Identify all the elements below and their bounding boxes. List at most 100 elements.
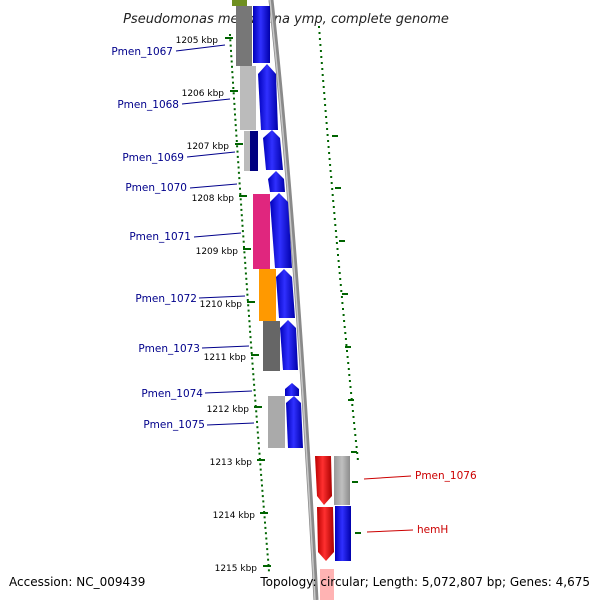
tick-mark (339, 284, 342, 286)
tick-mark (318, 26, 320, 28)
gene-label-pmen-1068[interactable]: Pmen_1068 (117, 99, 179, 111)
gene-label-pmen-1073[interactable]: Pmen_1073 (138, 343, 200, 355)
gene-arrow-pmen-1072[interactable] (276, 269, 295, 318)
gene-arrow-pmen-1070[interactable] (268, 171, 285, 192)
tick-mark (258, 447, 260, 450)
tick-mark (236, 155, 239, 158)
tick-mark (257, 436, 260, 439)
tick-mark (322, 86, 325, 88)
tick-mark (318, 32, 321, 34)
label-leader (206, 422, 255, 426)
gene-arrow-pmen-1076[interactable] (315, 456, 332, 505)
tick-mark (242, 240, 245, 243)
tick-mark (337, 260, 340, 262)
tick-mark (328, 158, 331, 160)
gene-label-pmen-1071[interactable]: Pmen_1071 (129, 231, 191, 243)
tick-mark (239, 187, 241, 190)
tick-mark (331, 188, 334, 190)
tick-mark (229, 39, 232, 42)
tick-mark (330, 176, 333, 178)
tick-mark (325, 116, 328, 118)
gene-arrow-pmen-1068[interactable] (258, 64, 278, 130)
tick-mark (346, 350, 348, 352)
tick-mark (243, 246, 245, 248)
tick-mark (324, 110, 327, 112)
tick-mark (337, 254, 339, 256)
gene-arrow-pmen-1074[interactable] (285, 383, 299, 396)
tick-mark (251, 357, 254, 360)
tick-mark (324, 104, 327, 106)
tick-mark (259, 463, 262, 466)
tick-label: 1212 kbp (207, 405, 250, 415)
cog-segment (268, 396, 285, 448)
tick-mark (240, 203, 243, 206)
tick-mark (321, 74, 324, 76)
tick-mark (265, 537, 268, 540)
tick-mark (245, 277, 248, 280)
tick-mark (341, 302, 344, 304)
tick-label: 1209 kbp (196, 247, 239, 257)
tick-mark (236, 150, 239, 153)
gene-label-pmen-1072[interactable]: Pmen_1072 (135, 293, 197, 305)
tick-mark (350, 392, 353, 394)
tick-mark (233, 97, 235, 100)
gene-label-pmen-1069[interactable]: Pmen_1069 (122, 152, 184, 164)
gene-arrow-pmen-1075[interactable] (286, 396, 303, 448)
tick-mark (240, 214, 243, 217)
tick-mark (257, 442, 260, 445)
tick-mark (264, 526, 267, 529)
tick-mark (231, 65, 233, 68)
tick-mark (323, 92, 326, 94)
gene-label-pmen-1076[interactable]: Pmen_1076 (415, 470, 477, 482)
tick-mark (260, 479, 263, 482)
reverse-genes (315, 456, 334, 600)
gene-labels-right: Pmen_1076 hemH (363, 470, 477, 536)
gene-arrow-pmen-1071[interactable] (270, 193, 292, 268)
tick-mark (252, 378, 255, 381)
tick-mark (260, 473, 263, 476)
cog-segment (236, 6, 252, 66)
tick-mark (249, 330, 252, 333)
tick-mark (329, 164, 332, 166)
tick-label: 1211 kbp (204, 353, 247, 363)
tick-mark (256, 431, 259, 434)
gene-arrow-pmen-1069[interactable] (263, 130, 283, 170)
cog-track-left (236, 6, 285, 448)
tick-mark (265, 542, 268, 545)
tick-mark (339, 278, 342, 280)
tick-mark (264, 521, 266, 524)
tick-mark (235, 129, 238, 132)
tick-mark (349, 386, 352, 388)
gene-label-pmen-1074[interactable]: Pmen_1074 (141, 388, 203, 400)
tick-mark (336, 248, 339, 250)
tick-mark (267, 558, 270, 561)
tick-mark (243, 251, 246, 254)
cog-track-right (334, 456, 351, 561)
tick-mark (244, 267, 247, 270)
tick-mark (338, 266, 341, 268)
gene-label-pmen-1070[interactable]: Pmen_1070 (125, 182, 187, 194)
label-leader (193, 232, 242, 238)
label-leader (204, 390, 253, 394)
tick-mark (348, 374, 351, 376)
gene-label-hemh[interactable]: hemH (417, 524, 448, 536)
tick-mark (232, 87, 235, 89)
gene-arrow-pmen-1073[interactable] (280, 320, 298, 370)
tick-mark (235, 140, 238, 142)
gene-labels-left: Pmen_1067 Pmen_1068 Pmen_1069 Pmen_1070 … (111, 44, 255, 431)
gene-arrow-hemh[interactable] (317, 507, 334, 561)
tick-mark (239, 198, 242, 201)
tick-mark (229, 44, 232, 47)
gene-label-pmen-1067[interactable]: Pmen_1067 (111, 46, 173, 58)
gene-label-pmen-1075[interactable]: Pmen_1075 (143, 419, 205, 431)
tick-mark (326, 128, 329, 130)
tick-label: 1210 kbp (200, 300, 243, 310)
tick-mark (320, 62, 323, 64)
tick-mark (328, 152, 331, 154)
gene-arrow-pmen-1067[interactable] (253, 6, 270, 63)
tick-mark (343, 320, 346, 322)
tick-mark (248, 314, 250, 317)
tick-mark (343, 326, 346, 328)
tick-mark (246, 288, 249, 291)
